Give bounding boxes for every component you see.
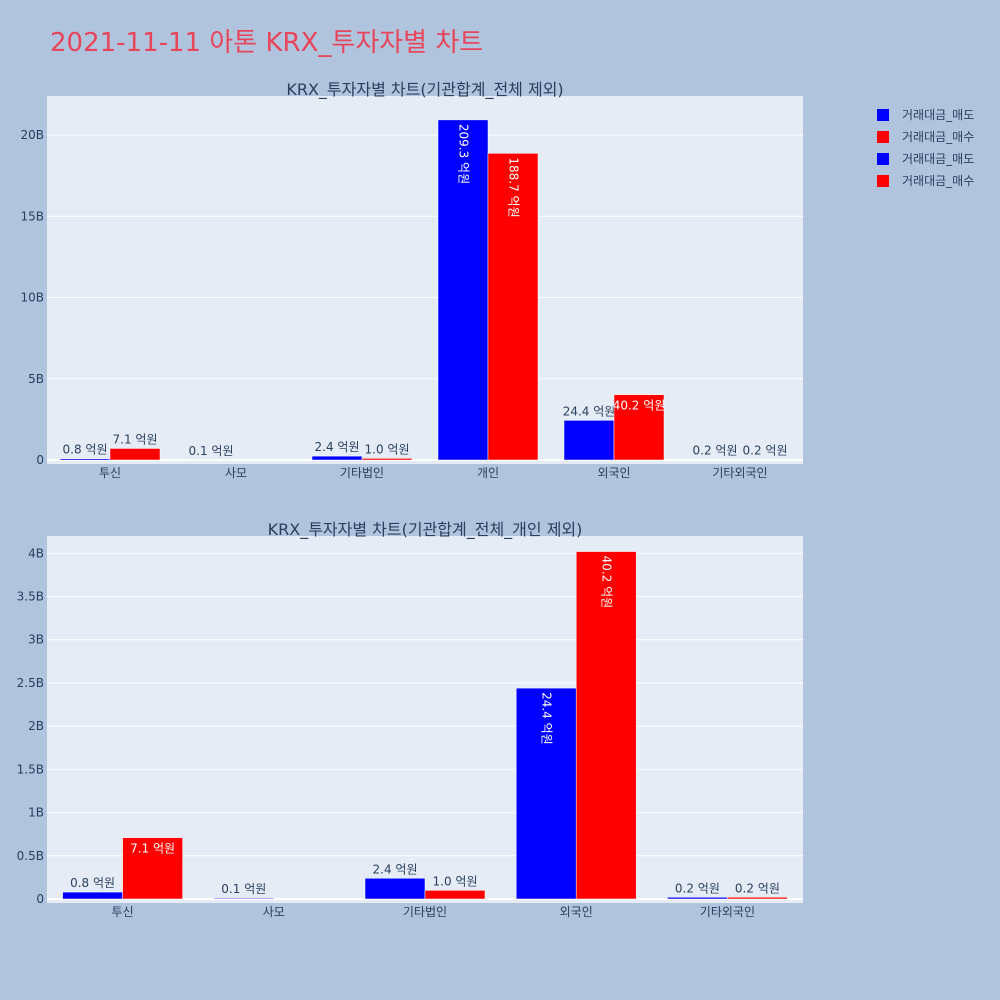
data-label: 0.2 억원: [743, 444, 788, 458]
data-label: 7.1 억원: [130, 842, 175, 856]
legend-swatch: [877, 109, 889, 121]
bar: [575, 551, 637, 900]
data-label: 1.0 억원: [365, 442, 410, 456]
y-tick-label: 20B: [20, 128, 44, 142]
bar: [311, 455, 363, 461]
legend-swatch: [877, 153, 889, 165]
x-tick-label: 외국인: [597, 466, 630, 480]
data-label: 1.0 억원: [433, 874, 478, 888]
bar: [59, 458, 111, 461]
y-tick-label: 3B: [28, 633, 44, 647]
page-title: 2021-11-11 아톤 KRX_투자자별 차트: [50, 28, 484, 58]
data-label: 0.1 억원: [221, 882, 266, 896]
data-label: 24.4 억원: [563, 404, 616, 418]
data-label: 0.8 억원: [63, 443, 108, 457]
chart-panel-2: 0 0.5B 1B 1.5B 2B 2.5B 3B 3.5B 4B KRX_투자자별 차트(기관합…: [17, 520, 803, 919]
y-tick-label: 10B: [20, 291, 44, 305]
data-label: 0.8 억원: [70, 876, 115, 890]
y-tick-label: 0.5B: [17, 849, 44, 863]
data-label: 40.2 억원: [600, 556, 614, 609]
data-label: 0.2 억원: [735, 881, 780, 895]
data-label: 2.4 억원: [373, 862, 418, 876]
bar: [437, 119, 489, 461]
x-tick-label: 투신: [99, 466, 121, 480]
y-tick-label: 15B: [20, 209, 44, 223]
bar: [62, 891, 123, 900]
data-label: 24.4 억원: [540, 692, 554, 745]
y-tick-label: 4B: [28, 546, 44, 560]
bar: [667, 897, 728, 900]
bar: [613, 394, 665, 461]
y-tick-label: 3.5B: [17, 590, 44, 604]
legend-label: 거래대금_매수: [902, 130, 974, 144]
x-tick-label: 기타법인: [403, 905, 447, 919]
data-label: 209.3 억원: [457, 124, 471, 184]
y-tick-label: 1.5B: [17, 762, 44, 776]
legend-label: 거래대금_매도: [902, 108, 974, 122]
legend-label: 거래대금_매도: [902, 152, 974, 166]
chart-title: KRX_투자자별 차트(기관합계_전체_개인 제외): [268, 520, 583, 540]
legend-swatch: [877, 131, 889, 143]
data-label: 40.2 억원: [613, 399, 666, 413]
y-tick-label: 5B: [28, 372, 44, 386]
legend-swatch: [877, 175, 889, 187]
bar: [213, 897, 275, 900]
y-tick-label: 1B: [28, 806, 44, 820]
bar: [515, 687, 577, 900]
x-tick-label: 개인: [477, 466, 499, 480]
bar: [364, 878, 426, 900]
y-tick-label: 0: [36, 453, 44, 467]
bar: [109, 448, 161, 461]
legend-label: 거래대금_매수: [902, 174, 974, 188]
bar: [727, 897, 788, 900]
x-tick-label: 기타외국인: [700, 905, 755, 919]
bar: [424, 890, 486, 900]
chart-title: KRX_투자자별 차트(기관합계_전체 제외): [286, 80, 563, 100]
data-label: 0.2 억원: [693, 444, 738, 458]
bar: [563, 420, 615, 461]
x-tick-label: 투신: [112, 905, 134, 919]
x-tick-label: 기타법인: [340, 466, 384, 480]
chart-panel-1: 0 5B 10B 15B 20B KRX_투자자별 차트(기관합계_전체 제외) 투신 0.8…: [20, 80, 803, 480]
data-label: 7.1 억원: [113, 432, 158, 446]
x-tick-label: 사모: [225, 466, 247, 480]
x-tick-label: 사모: [263, 905, 285, 919]
data-label: 0.1 억원: [189, 444, 234, 458]
y-tick-label: 2.5B: [17, 676, 44, 690]
x-tick-label: 외국인: [560, 905, 593, 919]
y-tick-label: 2B: [28, 719, 44, 733]
bar: [361, 458, 413, 461]
data-label: 188.7 억원: [507, 157, 521, 217]
bar: [122, 837, 183, 900]
x-tick-label: 기타외국인: [712, 466, 767, 480]
plot-background: [47, 96, 803, 464]
data-label: 0.2 억원: [675, 881, 720, 895]
bar: [487, 153, 539, 461]
y-tick-label: 0: [36, 892, 44, 906]
data-label: 2.4 억원: [315, 440, 360, 454]
